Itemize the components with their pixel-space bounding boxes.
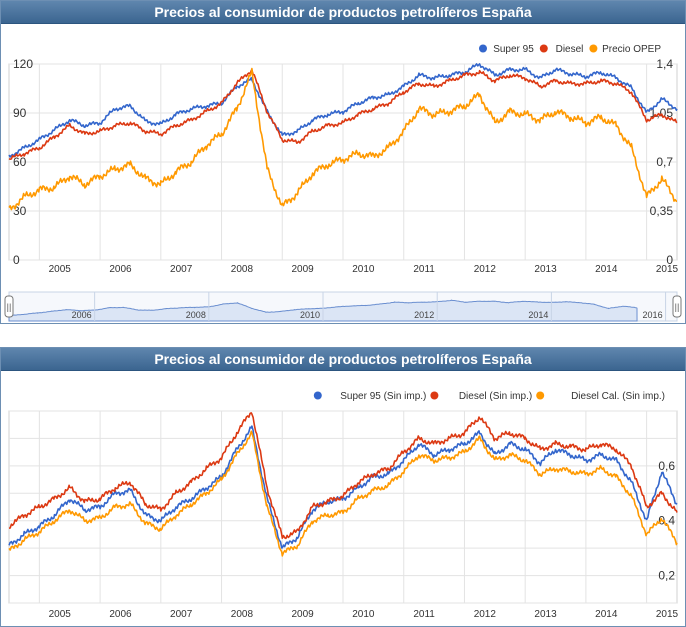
chart-panel-2: Precios al consumidor de productos petro… bbox=[0, 347, 686, 627]
range-year-label: 2010 bbox=[300, 310, 320, 320]
series-line-diesel-cal-sin-imp[interactable] bbox=[8, 430, 678, 557]
x-tick-label: 2011 bbox=[413, 609, 435, 620]
legend-label-precio-opep: Precio OPEP bbox=[602, 44, 661, 55]
y-left-tick-label: 60 bbox=[13, 155, 27, 169]
x-tick-label: 2008 bbox=[231, 264, 254, 275]
x-tick-label: 2010 bbox=[352, 609, 375, 620]
range-year-label: 2006 bbox=[72, 310, 92, 320]
x-tick-label: 2012 bbox=[474, 264, 497, 275]
x-tick-label: 2006 bbox=[109, 264, 132, 275]
x-tick-label: 2005 bbox=[49, 264, 72, 275]
x-tick-label: 2009 bbox=[292, 609, 315, 620]
series-line-super-95[interactable] bbox=[8, 63, 678, 158]
y-right-tick-label: 0,6 bbox=[658, 459, 675, 473]
y-right-tick-label: 1,4 bbox=[656, 57, 673, 71]
chart-panel-1: Precios al consumidor de productos petro… bbox=[0, 0, 686, 324]
x-tick-label: 2015 bbox=[656, 609, 679, 620]
y-right-tick-label: 0 bbox=[666, 253, 673, 267]
x-tick-label: 2005 bbox=[49, 609, 72, 620]
range-handle-grip-icon: || bbox=[675, 302, 680, 312]
x-tick-label: 2011 bbox=[413, 264, 435, 275]
x-tick-label: 2013 bbox=[534, 609, 557, 620]
x-tick-label: 2009 bbox=[292, 264, 315, 275]
legend-swatch-diesel bbox=[539, 44, 548, 53]
legend-label-diesel: Diesel bbox=[556, 44, 584, 55]
y-right-tick-label: 0,2 bbox=[658, 569, 675, 583]
x-tick-label: 2006 bbox=[109, 609, 132, 620]
range-handle-grip-icon: || bbox=[7, 302, 12, 312]
series-line-diesel[interactable] bbox=[8, 69, 678, 160]
x-tick-label: 2012 bbox=[474, 609, 497, 620]
range-handle-body[interactable] bbox=[672, 295, 682, 318]
x-tick-label: 2008 bbox=[231, 609, 254, 620]
y-left-tick-label: 30 bbox=[13, 204, 27, 218]
range-year-label: 2016 bbox=[643, 310, 663, 320]
legend-swatch-super-95 bbox=[479, 44, 487, 53]
legend-label-super-95-sin-imp: Super 95 (Sin imp.) bbox=[340, 391, 426, 402]
series-line-precio-opep[interactable] bbox=[8, 67, 678, 211]
range-year-label: 2014 bbox=[528, 310, 548, 320]
range-handle-left[interactable]: || bbox=[4, 295, 14, 318]
range-handle-right[interactable]: || bbox=[672, 295, 682, 318]
legend-swatch-precio-opep bbox=[589, 44, 598, 53]
range-year-label: 2008 bbox=[186, 310, 206, 320]
y-right-tick-label: 0,35 bbox=[650, 204, 674, 218]
x-tick-label: 2013 bbox=[534, 264, 557, 275]
range-handle-body[interactable] bbox=[4, 295, 14, 318]
legend-label-diesel-cal-sin-imp: Diesel Cal. (Sin imp.) bbox=[571, 391, 665, 402]
series-line-diesel-sin-imp[interactable] bbox=[8, 412, 678, 540]
x-tick-label: 2014 bbox=[595, 609, 618, 620]
x-tick-label: 2015 bbox=[656, 264, 679, 275]
range-year-label: 2012 bbox=[414, 310, 434, 320]
x-tick-label: 2014 bbox=[595, 264, 618, 275]
y-left-tick-label: 0 bbox=[13, 253, 20, 267]
chart-1-title: Precios al consumidor de productos petro… bbox=[1, 1, 685, 24]
chart-1-svg[interactable]: 2005 2006 2007 2008 2009 2010 2011 2012 2013 2014… bbox=[1, 24, 685, 323]
y-left-tick-label: 120 bbox=[13, 57, 33, 71]
x-tick-label: 2007 bbox=[170, 264, 193, 275]
x-tick-label: 2010 bbox=[352, 264, 375, 275]
x-tick-label: 2007 bbox=[170, 609, 193, 620]
legend-swatch-diesel-sin-imp bbox=[430, 391, 439, 400]
legend-label-diesel-sin-imp: Diesel (Sin imp.) bbox=[459, 391, 532, 402]
legend-swatch-super-95-sin-imp bbox=[313, 391, 322, 400]
legend-swatch-diesel-cal-sin-imp bbox=[536, 391, 545, 400]
chart-2-title: Precios al consumidor de productos petro… bbox=[1, 348, 685, 371]
y-left-tick-label: 90 bbox=[13, 106, 27, 120]
chart-2-svg[interactable]: 2005 2006 2007 2008 2009 2010 2011 2012 2013 2014… bbox=[1, 371, 685, 626]
y-right-tick-label: 0,7 bbox=[656, 155, 673, 169]
y-right-tick-label: 0,4 bbox=[658, 514, 675, 528]
legend-label-super-95: Super 95 bbox=[493, 44, 534, 55]
